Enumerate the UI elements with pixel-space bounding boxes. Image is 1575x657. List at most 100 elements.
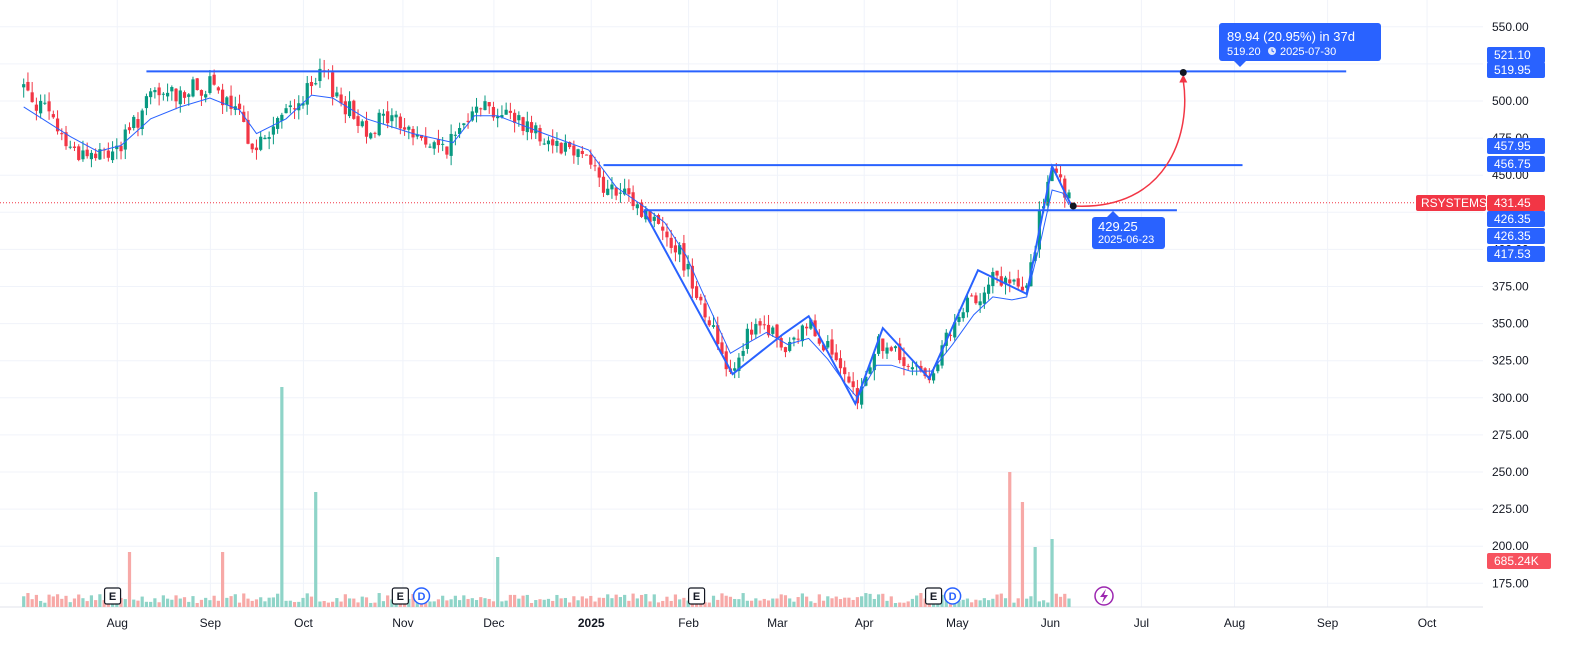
price-tag-label: 519.95 [1494, 63, 1531, 77]
candle-body [885, 347, 889, 354]
volume-bar [94, 600, 98, 607]
volume-bar [601, 597, 606, 607]
volume-bar [102, 600, 106, 607]
volume-bar [644, 594, 648, 607]
volume-bar [961, 599, 965, 607]
candle-body [678, 245, 682, 255]
volume-bar [373, 602, 377, 607]
candle-body [123, 129, 127, 150]
volume-bar [635, 598, 639, 607]
candle-body [961, 312, 965, 319]
candle-body [1063, 178, 1067, 198]
candle-body [601, 176, 606, 193]
candle-body [661, 226, 665, 231]
candle-body [923, 368, 927, 377]
volume-bar [741, 593, 745, 607]
volume-bar [1025, 598, 1029, 607]
volume-bar [39, 600, 43, 607]
candle-body [1046, 181, 1050, 206]
candle-body [60, 133, 64, 135]
volume-bar [974, 599, 978, 607]
volume-bar [1042, 600, 1046, 607]
volume-bar [953, 602, 957, 607]
volume-bar [445, 600, 449, 607]
volume-bar [491, 601, 496, 607]
candle-body [339, 94, 343, 104]
volume-bar [60, 598, 64, 607]
y-tick-label: 325.00 [1492, 354, 1529, 368]
volume-bar [999, 593, 1003, 607]
candle-body [716, 325, 720, 345]
candle-body [237, 103, 242, 110]
volume-bar [584, 598, 589, 607]
y-tick-label: 375.00 [1492, 280, 1529, 294]
candle-body [597, 167, 601, 178]
candle-body [906, 365, 910, 367]
volume-bar [170, 599, 174, 607]
volume-bar [55, 594, 60, 607]
volume-bar [85, 601, 89, 607]
volume-bar [161, 595, 165, 607]
candle-body [686, 263, 690, 270]
target-callout-price: 519.20 [1227, 46, 1261, 58]
candle-body [826, 341, 830, 348]
projection-arrowhead [1179, 74, 1188, 83]
volume-bar [648, 601, 652, 607]
volume-bar [496, 557, 500, 607]
volume-bar [1054, 593, 1058, 607]
candle-body [1016, 278, 1020, 287]
x-tick-label: Feb [678, 616, 699, 630]
candle-body [246, 119, 250, 144]
candle-body [737, 357, 741, 371]
moving-average [23, 94, 1070, 399]
volume-bar [910, 598, 915, 607]
volume-bar [199, 599, 204, 607]
volume-bar [673, 594, 678, 607]
volume-bar [288, 600, 292, 607]
volume-bar [504, 600, 508, 607]
volume-bar [322, 601, 326, 607]
volume-bar [34, 594, 38, 607]
candle-body [741, 350, 745, 356]
price-axis[interactable]: 175.00 200.00 225.00 250.00 275.00 300.00 325.… [1416, 20, 1551, 591]
candle-body [1012, 279, 1016, 282]
volume-bar [656, 602, 661, 607]
candle-body [800, 325, 804, 342]
candle-body [982, 292, 986, 304]
ma-line [23, 94, 1070, 399]
candle-body [711, 325, 716, 327]
candle-body [453, 134, 457, 136]
candle-body [902, 357, 906, 367]
candle-body [796, 338, 800, 340]
candle-body [889, 347, 893, 351]
volume-bar [390, 599, 394, 607]
candle-body [174, 88, 178, 102]
volume-bar [432, 601, 436, 607]
volume-bar [534, 600, 538, 607]
volume-bar [872, 598, 876, 607]
volume-bar [572, 596, 576, 607]
earnings-marker [103, 587, 122, 605]
candle-body [614, 187, 618, 196]
volume-bar [754, 598, 758, 607]
candle-body [153, 90, 157, 93]
candle-body [199, 90, 204, 96]
candle-body [1008, 279, 1012, 284]
candle-body [81, 150, 85, 160]
volume-bar [1063, 593, 1067, 607]
time-axis[interactable]: Aug Sep Oct Nov Dec 2025 Feb Mar Apr May Jun Jul Aug… [107, 616, 1437, 630]
candle-body [43, 102, 47, 104]
volume-bar [43, 602, 47, 607]
symbol-tag [1416, 195, 1486, 211]
volume-bar [724, 595, 728, 607]
candle-body [1054, 168, 1058, 173]
volume-bar [720, 593, 724, 607]
volume-bar [885, 600, 889, 607]
earnings-marker [687, 587, 706, 605]
drawings[interactable] [0, 69, 1416, 407]
volume-bar [263, 601, 267, 607]
candle-body [648, 210, 652, 223]
dividend-marker-label: D [418, 591, 426, 603]
